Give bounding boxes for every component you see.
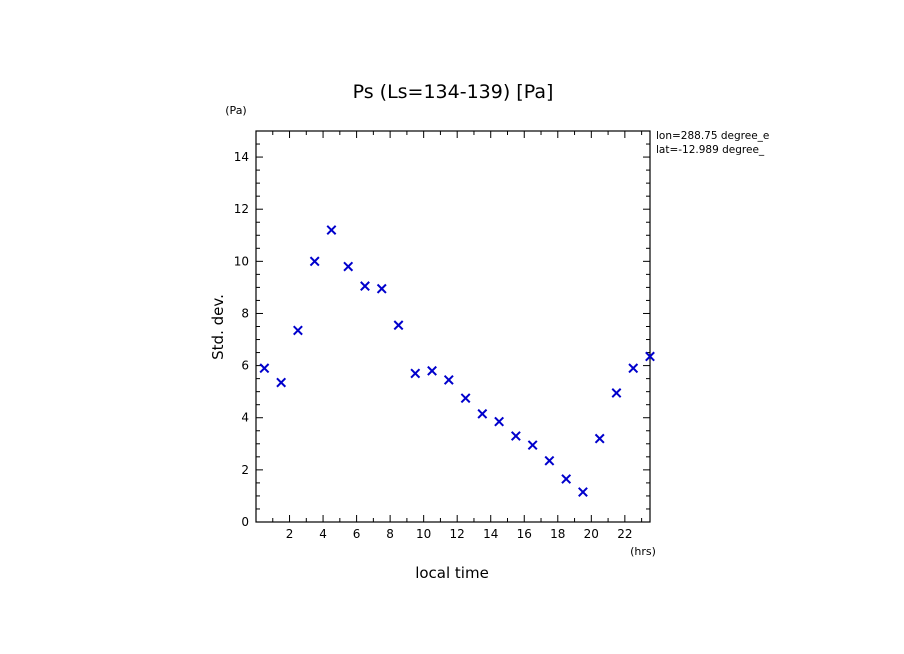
data-point xyxy=(494,416,505,427)
x-tick-label: 10 xyxy=(416,527,431,541)
data-point xyxy=(578,487,588,497)
x-tick-label: 14 xyxy=(483,527,498,541)
lon-annotation: lon=288.75 degree_e xyxy=(656,130,769,142)
data-point xyxy=(594,433,605,444)
x-tick-label: 12 xyxy=(450,527,465,541)
data-point xyxy=(393,320,404,331)
data-point xyxy=(410,368,421,379)
chart-title: Ps (Ls=134-139) [Pa] xyxy=(353,81,554,103)
data-point xyxy=(477,408,488,419)
data-point xyxy=(293,325,303,336)
data-point xyxy=(309,256,320,267)
tick-labels: 2 4 6 8 10 12 14 16 18 20 22 0 2 4 6 8 10 12 14 xyxy=(234,150,633,541)
x-unit-label: (hrs) xyxy=(630,545,656,558)
data-point xyxy=(259,363,270,374)
data-point xyxy=(376,283,387,294)
x-tick-label: 18 xyxy=(550,527,565,541)
y-tick-label: 2 xyxy=(241,463,249,477)
data-point xyxy=(427,365,437,376)
data-point xyxy=(544,455,555,466)
data-point xyxy=(343,261,354,272)
data-point xyxy=(628,363,639,374)
data-point xyxy=(443,375,454,385)
y-tick-label: 6 xyxy=(241,359,249,373)
data-point xyxy=(611,388,622,398)
x-tick-label: 8 xyxy=(386,527,394,541)
y-tick-label: 8 xyxy=(241,306,249,320)
plot-frame xyxy=(255,130,651,523)
y-tick-label: 4 xyxy=(241,411,249,425)
x-axis-label: local time xyxy=(415,564,489,582)
y-tick-label: 10 xyxy=(234,254,249,268)
y-tick-label: 14 xyxy=(234,150,249,164)
data-point xyxy=(326,225,337,235)
y-unit-label: (Pa) xyxy=(225,104,246,117)
x-tick-label: 6 xyxy=(353,527,361,541)
data-markers xyxy=(259,225,655,497)
x-tick-label: 20 xyxy=(584,527,599,541)
data-point xyxy=(527,440,538,451)
data-point xyxy=(360,281,370,292)
lat-annotation: lat=-12.989 degree_ xyxy=(656,144,765,156)
data-point xyxy=(510,431,521,441)
data-point xyxy=(460,393,471,404)
x-tick-label: 4 xyxy=(319,527,327,541)
data-point xyxy=(276,377,287,388)
data-point xyxy=(561,474,572,484)
y-tick-label: 12 xyxy=(234,202,249,216)
x-tick-label: 22 xyxy=(617,527,632,541)
y-axis-label: Std. dev. xyxy=(209,294,227,360)
x-tick-label: 2 xyxy=(286,527,294,541)
data-point xyxy=(645,351,655,362)
y-tick-label: 0 xyxy=(241,515,249,529)
x-tick-label: 16 xyxy=(517,527,532,541)
axis-ticks xyxy=(256,131,650,522)
